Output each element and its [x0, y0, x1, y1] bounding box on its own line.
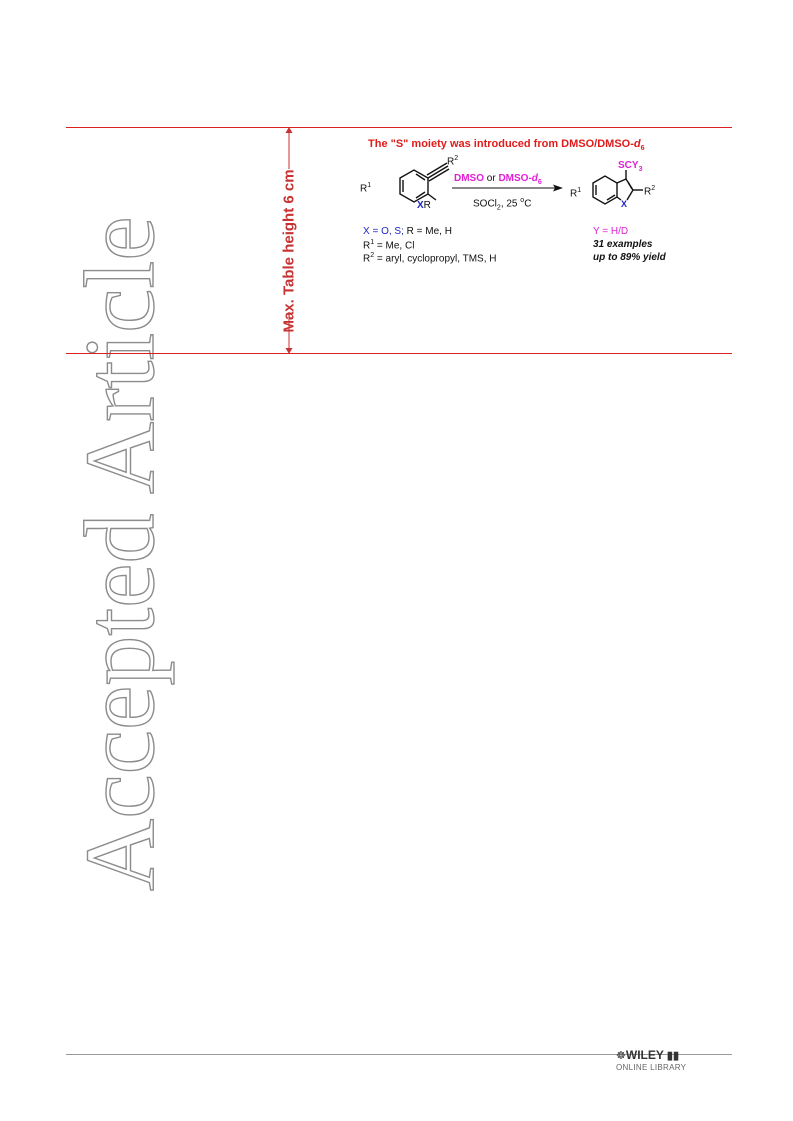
ruler-label: Max. Table height 6 cm [281, 169, 298, 332]
reactant-r2: R2 [447, 155, 458, 167]
legend-r1: R1 = Me, Cl [363, 239, 414, 251]
product-scy: SCY3 [618, 160, 642, 173]
ruler-arrow-up-icon [286, 127, 293, 133]
reactant-xr: XR [417, 200, 431, 211]
legend-r2: R2 = aryl, cyclopropyl, TMS, H [363, 252, 497, 264]
bottom-red-rule [66, 353, 732, 354]
library-books-icon: ▮▮ [664, 1050, 679, 1062]
ruler-arrow-down-icon [286, 348, 293, 354]
legend-y: Y = H/D [593, 226, 628, 237]
top-red-rule [66, 127, 732, 128]
legend-yield: up to 89% yield [593, 252, 666, 263]
reaction-arrow [452, 184, 564, 192]
product-r2: R2 [644, 185, 655, 197]
legend-x-r: X = O, S; R = Me, H [363, 226, 452, 237]
reactant-structure [360, 150, 460, 225]
reactant-r1: R1 [360, 182, 371, 194]
legend-examples: 31 examples [593, 239, 653, 250]
online-library-label: ONLINE LIBRARY [616, 1063, 686, 1072]
product-x: X [621, 199, 627, 209]
wiley-logo: ☸WILEY ▮▮ [616, 1048, 679, 1062]
accepted-article-watermark: Accepted Article [70, 121, 170, 1121]
product-r1: R1 [570, 187, 581, 199]
wiley-emblem-icon: ☸ [616, 1050, 626, 1062]
conditions-label: SOCl2, 25 oC [473, 197, 531, 211]
